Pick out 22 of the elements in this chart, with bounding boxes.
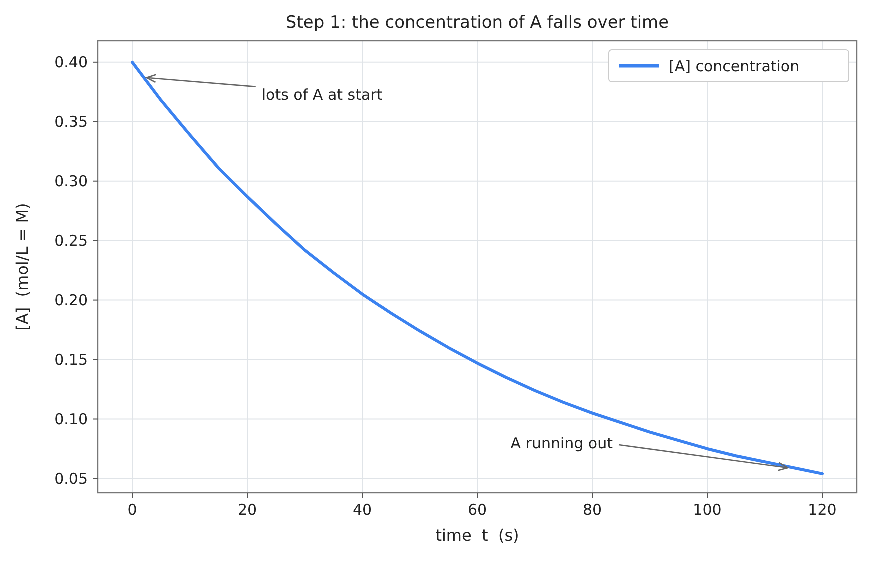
annotation: lots of A at start: [262, 86, 383, 104]
x-tick-label: 100: [693, 501, 722, 519]
line-series: [131, 60, 824, 476]
x-tick-label: 60: [468, 501, 488, 519]
y-tick-label: 0.40: [54, 54, 88, 72]
y-tick-label: 0.10: [54, 410, 88, 429]
x-axis-title: time t (s): [436, 526, 520, 545]
annotation: A running out: [510, 434, 614, 452]
legend-label: [A] concentration: [669, 57, 800, 76]
y-tick-label: 0.15: [54, 351, 88, 370]
y-tick-label: 0.20: [54, 292, 88, 310]
x-tick-label: 20: [238, 501, 258, 519]
x-tick-label: 80: [582, 501, 602, 519]
x-tick-label: 120: [808, 501, 837, 519]
y-tick-label: 0.30: [54, 172, 88, 191]
x-tick-label: 0: [128, 501, 138, 519]
y-tick-label: 0.05: [54, 470, 88, 488]
y-axis-title: [A] (mol/L = M): [13, 203, 32, 331]
y-tick-label: 0.35: [54, 113, 88, 132]
x-tick-label: 40: [352, 501, 372, 519]
chart-title: Step 1: the concentration of A falls over time: [286, 13, 670, 33]
y-tick-label: 0.25: [54, 232, 88, 250]
